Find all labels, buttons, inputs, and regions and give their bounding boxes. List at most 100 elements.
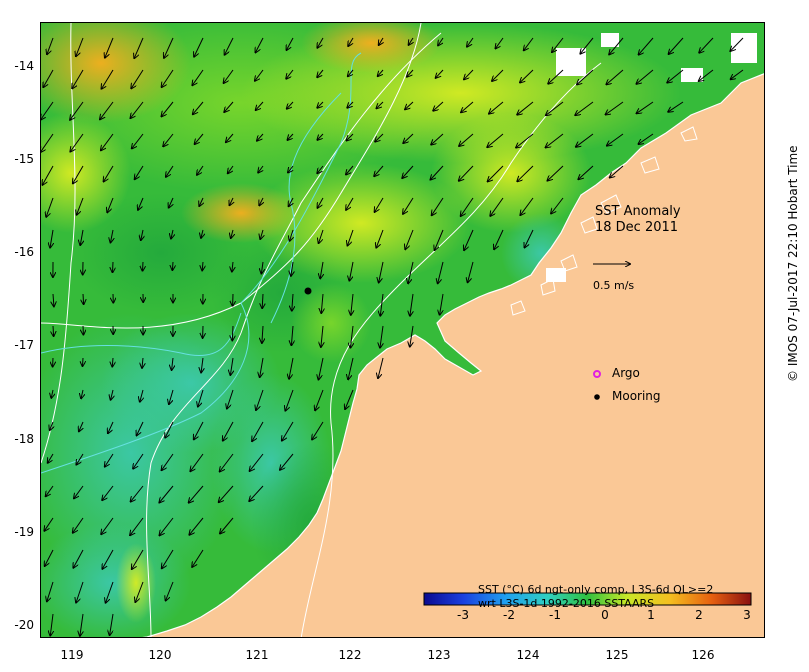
current-vector-arrow	[141, 229, 143, 240]
colorbar-tick: -2	[503, 608, 515, 622]
current-vector-arrow	[520, 69, 534, 83]
current-vector-arrow	[76, 453, 84, 465]
current-vector-arrow	[488, 165, 504, 181]
current-vector-arrow	[348, 69, 354, 76]
current-vector-arrow	[143, 261, 144, 271]
current-vector-arrow	[232, 325, 233, 340]
current-vector-arrow	[580, 37, 594, 54]
current-vector-arrow	[192, 69, 204, 85]
current-vector-arrow	[223, 421, 234, 441]
current-vector-arrow	[256, 389, 264, 410]
current-vector-arrow	[171, 229, 173, 239]
current-vector-arrow	[50, 229, 53, 248]
current-vector-arrow	[231, 229, 233, 238]
current-vector-arrow	[548, 69, 564, 84]
current-vector-arrow	[461, 101, 474, 112]
current-vector-arrow	[403, 197, 414, 214]
current-vector-arrow	[379, 261, 384, 282]
current-vector-arrow	[319, 229, 324, 243]
current-vector-arrow	[575, 101, 594, 115]
colorbar-tick: -1	[549, 608, 561, 622]
current-vector-arrow	[256, 37, 264, 52]
lon-tick-label: 119	[60, 648, 84, 662]
current-vector-arrow	[410, 325, 413, 347]
current-vector-arrow	[262, 325, 263, 343]
current-vector-arrow	[261, 261, 263, 273]
current-vector-arrow	[377, 101, 384, 108]
current-vector-arrow	[431, 133, 444, 145]
current-vector-arrow	[172, 357, 173, 370]
current-vector-arrow	[165, 421, 174, 438]
current-vector-arrow	[280, 453, 294, 470]
current-vector-arrow	[46, 485, 54, 496]
current-vector-arrow	[731, 69, 744, 79]
current-vector-arrow	[73, 517, 84, 533]
current-vector-arrow	[436, 69, 444, 78]
current-vector-arrow	[464, 69, 474, 79]
lon-tick-label: 125	[605, 648, 629, 662]
current-vector-arrow	[197, 165, 204, 175]
current-vector-arrow	[320, 261, 323, 278]
current-vector-arrow	[552, 37, 564, 52]
land-mass	[142, 73, 764, 637]
current-vector-arrow	[348, 37, 354, 46]
colorbar-title-line2: wrt L3S-1d 1992-2016 SSTAARS	[478, 597, 655, 610]
current-vector-arrow	[637, 101, 654, 113]
current-vector-arrow	[380, 293, 383, 316]
current-vector-arrow	[164, 37, 174, 58]
current-vector-arrow	[317, 101, 324, 108]
lon-tick-label: 126	[691, 648, 715, 662]
current-vector-arrow	[132, 133, 144, 148]
current-vector-arrow	[47, 581, 54, 601]
current-vector-arrow	[317, 37, 324, 48]
current-vector-arrow	[159, 485, 174, 503]
current-vector-arrow	[410, 293, 413, 316]
current-vector-arrow	[348, 357, 354, 379]
current-vector-arrow	[496, 37, 504, 48]
current-vector-arrow	[288, 133, 294, 140]
legend-mooring-label: Mooring	[612, 389, 661, 403]
current-vector-arrow	[699, 37, 714, 53]
current-vector-arrow	[668, 101, 684, 112]
current-vector-arrow	[249, 485, 264, 501]
current-vector-arrow	[289, 197, 293, 206]
current-vector-arrow	[162, 549, 174, 568]
current-vector-arrow	[351, 293, 353, 315]
current-vector-arrow	[317, 165, 324, 173]
current-vector-arrow	[193, 101, 204, 114]
current-vector-arrow	[292, 293, 293, 311]
current-vector-arrow	[77, 197, 84, 215]
current-vector-arrow	[669, 37, 684, 54]
map-title-line1: SST Anomaly	[595, 204, 681, 219]
current-vector-arrow	[73, 165, 84, 183]
current-vector-arrow	[461, 197, 474, 216]
current-vector-arrow	[111, 229, 114, 242]
current-vector-arrow	[607, 133, 624, 146]
current-vector-arrow	[524, 37, 534, 50]
current-vector-arrow	[190, 453, 204, 471]
current-vector-arrow	[230, 197, 234, 205]
current-vector-arrow	[201, 357, 203, 372]
current-vector-arrow	[606, 101, 624, 115]
current-vector-arrow	[41, 101, 54, 120]
current-vector-arrow	[74, 485, 84, 498]
current-vector-arrow	[134, 37, 144, 58]
current-vector-arrow	[230, 357, 233, 375]
current-vector-arrow	[53, 293, 54, 306]
current-vector-arrow	[375, 133, 384, 142]
current-vector-arrow	[104, 165, 114, 182]
depth-contours	[41, 23, 602, 637]
current-vector-arrow	[432, 197, 444, 215]
current-vector-arrow	[227, 389, 234, 409]
colorbar-tick: -3	[457, 608, 469, 622]
current-vector-arrow	[172, 261, 173, 270]
current-vector-arrow	[81, 389, 83, 398]
current-vector-arrow	[349, 261, 354, 281]
colorbar-title: SST (°C) 6d ngt-only comp, L3S-6d QL>=2 …	[478, 583, 713, 611]
current-vector-arrow	[112, 357, 113, 367]
current-vector-arrow	[113, 261, 114, 272]
current-vector-arrow	[47, 37, 54, 54]
current-vector-arrow	[189, 485, 204, 503]
current-vector-arrow	[606, 69, 624, 84]
coastal-islands	[510, 126, 698, 316]
